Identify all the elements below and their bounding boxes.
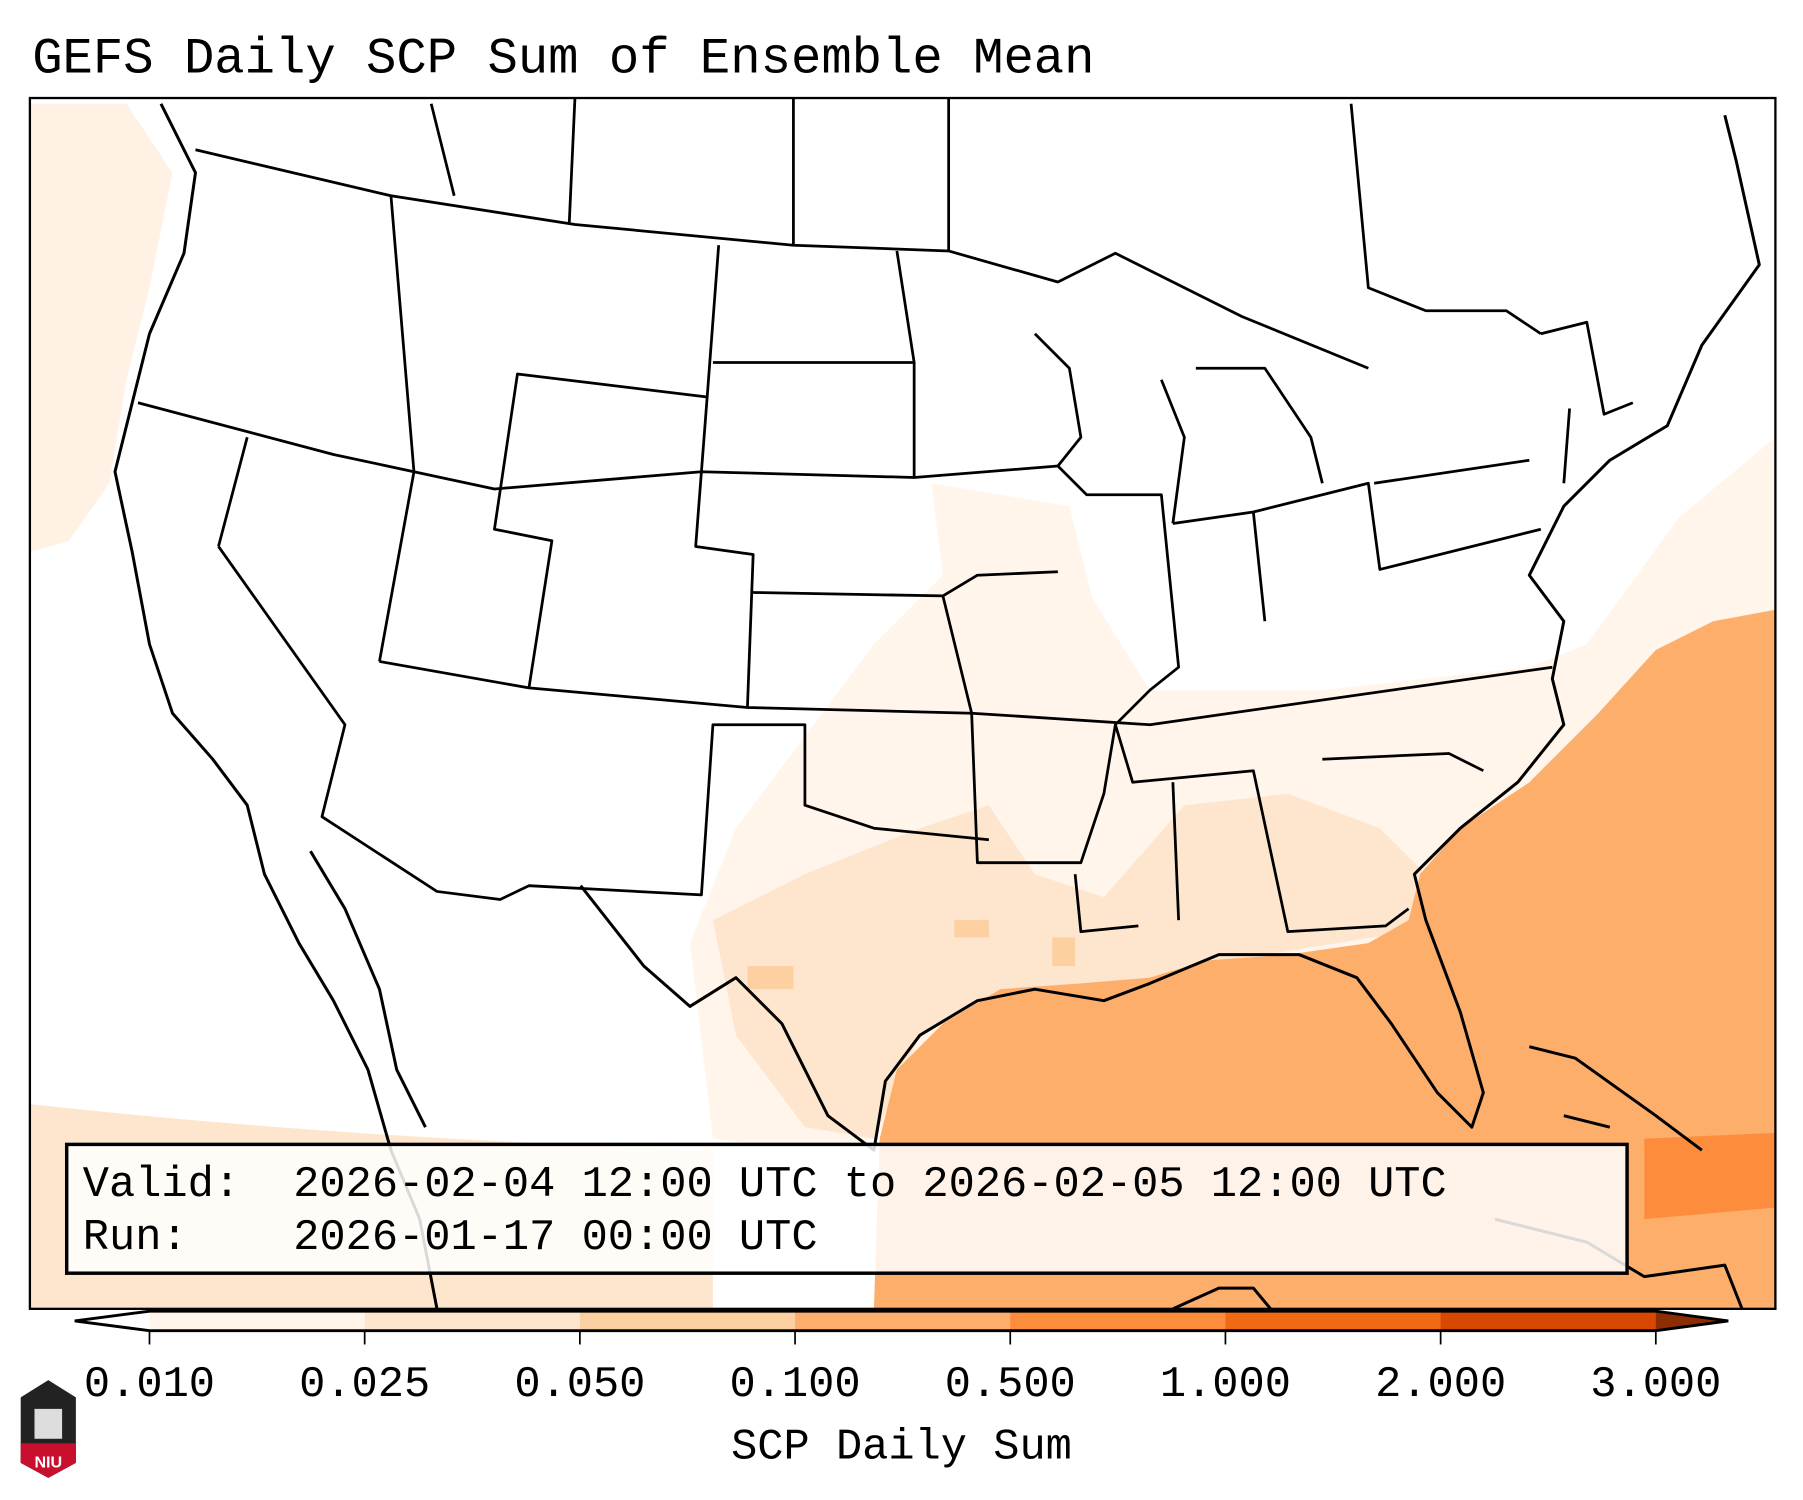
colorbar-tick-label: 0.010 [84,1361,215,1410]
shading-gulf-atlantic [873,609,1776,1309]
colorbar-tick-label: 3.000 [1590,1361,1721,1410]
colorbar-label: SCP Daily Sum [731,1423,1072,1472]
colorbar-tick-label: 0.050 [514,1361,645,1410]
colorbar-tick-label: 0.100 [730,1361,861,1410]
colorbar-bin [1440,1311,1657,1331]
colorbar-bin [1010,1311,1227,1331]
figure-title: GEFS Daily SCP Sum of Ensemble Mean [32,32,1094,89]
colorbar-bin [149,1311,366,1331]
colorbar-tick-label: 1.000 [1160,1361,1291,1410]
colorbar-bin [364,1311,581,1331]
valid-label: Valid: [83,1161,240,1210]
run-value: 2026-01-17 00:00 UTC [293,1214,817,1263]
colorbar-over-extension [1655,1311,1729,1331]
state-borders [137,98,1634,934]
shading-pacific [29,103,173,553]
colorbar-bin [795,1311,1011,1331]
colorbar-tick-label: 2.000 [1375,1361,1506,1410]
colorbar-tick-label: 0.025 [299,1361,430,1410]
map-frame [28,96,1777,1310]
run-label: Run: [83,1214,188,1263]
info-box: Valid: 2026-02-04 12:00 UTC to 2026-02-0… [64,1142,1629,1275]
valid-value: 2026-02-04 12:00 UTC to 2026-02-05 12:00… [293,1161,1447,1210]
colorbar-under-extension [74,1311,150,1331]
colorbar-bin [1225,1311,1442,1331]
logo-text: NIU [34,1454,62,1472]
niu-logo: NIU [20,1380,76,1478]
shading-caribbean-dark [1644,1132,1776,1220]
map-panel: Valid: 2026-02-04 12:00 UTC to 2026-02-0… [28,96,1777,1310]
colorbar-bin [579,1311,796,1331]
colorbar: 0.010 0.025 0.050 0.100 0.500 1.000 2.000 3.000 [74,1309,1729,1410]
shading-texas-patch [747,920,1076,990]
colorbar-tick-label: 0.500 [945,1361,1076,1410]
